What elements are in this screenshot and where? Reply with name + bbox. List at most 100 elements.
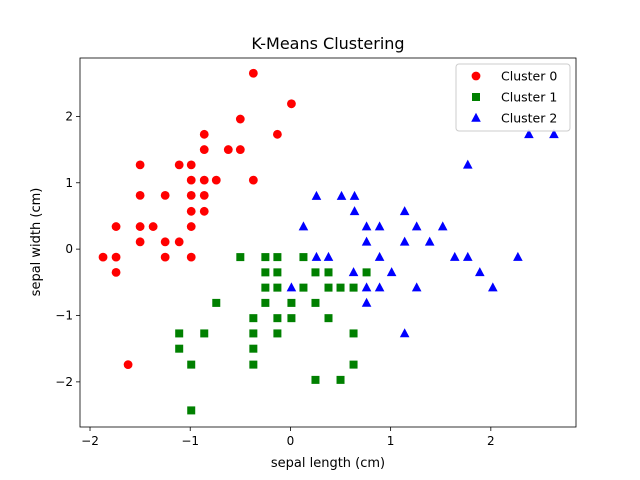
- data-point: [187, 360, 196, 369]
- legend-label: Cluster 1: [501, 90, 557, 105]
- data-point: [361, 282, 372, 292]
- data-point: [261, 283, 270, 292]
- plot-area: −2 −1 0 1 2 −2 −1 0 1 2: [55, 57, 577, 448]
- data-point: [362, 268, 371, 277]
- data-point: [249, 329, 258, 338]
- data-point: [160, 252, 170, 262]
- x-tick-label: −2: [81, 434, 99, 448]
- data-point: [287, 314, 296, 323]
- data-point: [273, 253, 282, 262]
- data-point: [111, 267, 121, 277]
- y-tick-label: −1: [55, 309, 73, 323]
- data-point: [111, 252, 121, 262]
- data-point: [462, 159, 473, 169]
- data-point: [324, 314, 333, 323]
- data-point: [212, 298, 221, 307]
- data-point: [311, 298, 320, 307]
- data-point: [261, 253, 270, 262]
- data-point: [148, 222, 158, 231]
- data-point: [287, 298, 296, 307]
- series-0: [98, 68, 296, 370]
- data-point: [299, 253, 308, 262]
- data-point: [424, 236, 435, 246]
- data-point: [273, 329, 282, 338]
- data-point: [361, 297, 372, 307]
- data-point: [549, 129, 559, 139]
- data-point: [399, 328, 410, 338]
- data-point: [399, 236, 410, 246]
- data-point: [374, 251, 385, 261]
- data-point: [200, 329, 209, 338]
- data-point: [336, 283, 345, 292]
- data-point: [174, 237, 184, 247]
- data-point: [248, 68, 258, 78]
- x-axis-label: sepal length (cm): [271, 456, 385, 471]
- data-point: [248, 175, 258, 185]
- data-point: [135, 237, 145, 247]
- data-point: [223, 145, 233, 154]
- data-point: [135, 160, 145, 170]
- data-point: [311, 251, 322, 261]
- data-point: [349, 360, 358, 369]
- data-point: [336, 190, 347, 200]
- data-point: [524, 129, 534, 139]
- legend-marker: [472, 93, 480, 101]
- data-point: [187, 406, 196, 415]
- data-point: [249, 344, 258, 353]
- data-point: [513, 251, 523, 261]
- data-point: [349, 190, 360, 200]
- y-tick-label: 2: [65, 109, 73, 123]
- data-point: [199, 129, 209, 139]
- data-point: [361, 236, 372, 246]
- data-point: [299, 283, 308, 292]
- data-point: [135, 190, 145, 200]
- y-axis-label: sepal width (cm): [29, 188, 44, 297]
- data-point: [160, 190, 170, 200]
- data-point: [361, 221, 372, 231]
- data-point: [488, 282, 498, 292]
- data-point: [437, 221, 448, 231]
- data-point: [235, 114, 245, 124]
- data-point: [349, 283, 358, 292]
- x-tick-label: 0: [287, 434, 295, 448]
- x-tick-label: 2: [487, 434, 495, 448]
- data-point: [311, 268, 320, 277]
- series-1: [175, 253, 371, 415]
- data-point: [323, 251, 334, 261]
- data-point: [324, 283, 333, 292]
- legend-label: Cluster 2: [501, 111, 557, 126]
- data-point: [273, 314, 282, 323]
- data-point: [186, 252, 196, 262]
- data-point: [386, 267, 397, 277]
- data-point: [186, 190, 196, 200]
- data-point: [199, 145, 209, 154]
- data-point: [186, 222, 196, 231]
- data-point: [199, 175, 209, 185]
- data-point: [175, 344, 184, 353]
- data-point: [348, 267, 359, 277]
- data-point: [324, 268, 333, 277]
- data-point: [349, 329, 358, 338]
- legend-box: [455, 63, 571, 132]
- data-point: [98, 252, 108, 262]
- data-point: [111, 222, 121, 231]
- data-point: [211, 175, 221, 185]
- data-point: [123, 360, 133, 370]
- data-point: [199, 206, 209, 216]
- data-point: [249, 314, 258, 323]
- data-point: [160, 237, 170, 247]
- legend-marker: [471, 71, 481, 81]
- data-point: [311, 190, 322, 200]
- data-point: [186, 206, 196, 216]
- data-point: [298, 221, 309, 231]
- data-point: [411, 221, 422, 231]
- legend: Cluster 0 Cluster 1 Cluster 2: [455, 63, 571, 132]
- data-point: [311, 375, 320, 384]
- series-2: [286, 129, 559, 338]
- data-point: [235, 145, 245, 154]
- data-point: [475, 267, 485, 277]
- data-point: [261, 298, 270, 307]
- data-point: [336, 375, 345, 384]
- legend-marker: [471, 112, 481, 122]
